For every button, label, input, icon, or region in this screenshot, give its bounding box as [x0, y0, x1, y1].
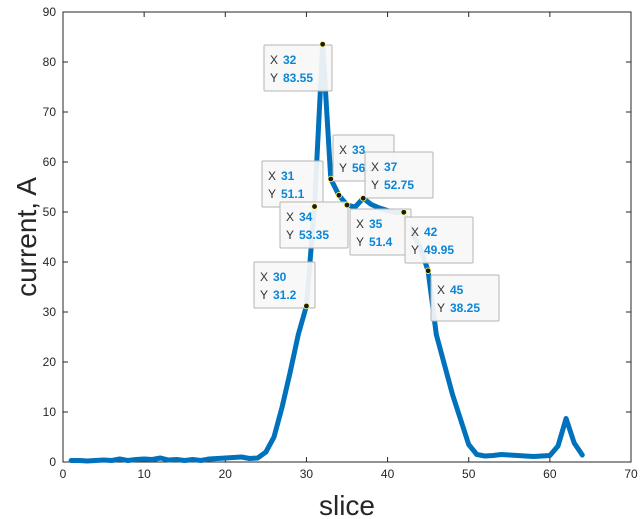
x-tick-label: 30 [300, 467, 314, 481]
y-tick-label: 70 [43, 105, 57, 119]
datatip-y-key: Y [371, 178, 379, 192]
datatip-box [430, 274, 500, 322]
datatip-y-key: Y [268, 187, 276, 201]
datatip[interactable]: X 32 Y 83.55 [263, 44, 333, 92]
datatip-x-value: 31 [281, 169, 295, 183]
y-tick-label: 40 [43, 255, 57, 269]
datatip-marker[interactable] [327, 175, 334, 183]
datatip-y-value: 49.95 [424, 243, 454, 257]
datatip-x-key: X [270, 53, 278, 67]
datatip-marker[interactable] [319, 41, 326, 48]
datatip-x-key: X [268, 169, 276, 183]
y-tick-label: 10 [43, 405, 57, 419]
datatip-x-key: X [260, 270, 268, 284]
datatip-x-key: X [286, 210, 294, 224]
datatip-x-key: X [371, 160, 379, 174]
y-tick-label: 50 [43, 205, 57, 219]
datatip-y-key: Y [437, 301, 445, 315]
datatip-y-key: Y [339, 161, 347, 175]
x-tick-label: 50 [462, 467, 476, 481]
datatip[interactable]: X 45 Y 38.25 [430, 274, 500, 322]
y-tick-label: 60 [43, 155, 57, 169]
datatip-x-value: 33 [352, 143, 366, 157]
x-tick-label: 20 [219, 467, 233, 481]
datatip-box [263, 44, 333, 92]
datatip-y-key: Y [260, 288, 268, 302]
series-line [68, 41, 585, 464]
datatip-marker[interactable] [343, 201, 351, 209]
datatip-y-key: Y [270, 71, 278, 85]
y-tick-label: 30 [43, 305, 57, 319]
datatip-x-value: 37 [384, 160, 398, 174]
datatip-box [364, 151, 434, 199]
datatip-x-value: 42 [424, 225, 438, 239]
datatip-box [404, 216, 474, 264]
datatip-x-value: 35 [369, 217, 383, 231]
datatip[interactable]: X 30 Y 31.2 [253, 261, 316, 309]
x-axis-ticks: 0 10 20 30 40 50 60 70 [60, 12, 638, 481]
datatip[interactable]: X 31 Y 51.1 [261, 160, 324, 208]
datatip-marker[interactable] [400, 209, 407, 216]
datatip-y-value: 52.75 [384, 178, 414, 192]
datatip-x-key: X [339, 143, 347, 157]
y-tick-label: 20 [43, 355, 57, 369]
x-tick-label: 0 [60, 467, 67, 481]
datatip[interactable]: X 34 Y 53.35 [279, 201, 349, 249]
x-axis-title: slice [319, 490, 375, 519]
y-tick-label: 90 [43, 5, 57, 19]
datatip-y-value: 31.2 [273, 288, 297, 302]
x-tick-label: 10 [137, 467, 151, 481]
datatip-marker[interactable] [424, 267, 432, 274]
y-tick-label: 80 [43, 55, 57, 69]
datatip-y-value: 53.35 [299, 228, 329, 242]
datatip-y-value: 51.1 [281, 187, 305, 201]
datatip-y-key: Y [411, 243, 419, 257]
datatip-x-value: 34 [299, 210, 313, 224]
datatip-x-value: 30 [273, 270, 287, 284]
x-tick-label: 60 [543, 467, 557, 481]
datatips: X 32Y 83.55X 33Y 56.6X 37Y 52.75X 31Y 51.1X 34Y 53… [253, 41, 500, 322]
datatip[interactable]: X 37 Y 52.75 [364, 151, 434, 199]
datatip-x-value: 32 [283, 53, 297, 67]
datatip[interactable]: X 42 Y 49.95 [404, 216, 474, 264]
y-axis-ticks: 0 10 20 30 40 50 60 70 80 90 [43, 5, 631, 469]
datatip-marker[interactable] [303, 302, 310, 310]
y-axis-title: current, A [11, 177, 42, 297]
datatip-x-key: X [437, 283, 445, 297]
datatip[interactable]: X 35 Y 51.4 [349, 208, 412, 256]
x-tick-label: 70 [624, 467, 638, 481]
datatip-marker[interactable] [311, 203, 318, 210]
datatip-y-value: 38.25 [450, 301, 480, 315]
datatip-x-key: X [411, 225, 419, 239]
datatip-y-key: Y [356, 235, 364, 249]
datatip-y-value: 83.55 [283, 71, 313, 85]
datatip-x-value: 45 [450, 283, 464, 297]
datatip-y-value: 51.4 [369, 235, 393, 249]
y-tick-label: 0 [49, 455, 56, 469]
datatip-box [279, 201, 349, 249]
datatip-x-key: X [356, 217, 364, 231]
datatip-marker[interactable] [335, 192, 343, 199]
datatip-marker[interactable] [360, 195, 367, 202]
x-tick-label: 40 [381, 467, 395, 481]
datatip-y-key: Y [286, 228, 294, 242]
datatip-box [253, 261, 316, 309]
